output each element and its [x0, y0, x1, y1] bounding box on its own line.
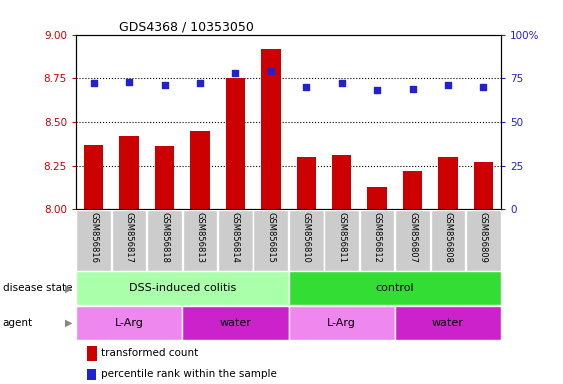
Bar — [226, 78, 245, 209]
Text: water: water — [220, 318, 251, 328]
Text: GSM856812: GSM856812 — [373, 212, 382, 263]
Bar — [76, 306, 182, 340]
Text: ▶: ▶ — [65, 318, 72, 328]
Bar — [147, 210, 182, 271]
Bar — [297, 157, 316, 209]
Text: ▶: ▶ — [65, 283, 72, 293]
Text: GSM856813: GSM856813 — [195, 212, 204, 263]
Text: water: water — [432, 318, 464, 328]
Bar — [155, 146, 175, 209]
Point — [408, 86, 417, 92]
Text: control: control — [376, 283, 414, 293]
Text: transformed count: transformed count — [101, 348, 199, 358]
Bar — [403, 171, 422, 209]
Bar — [253, 210, 288, 271]
Text: GSM856818: GSM856818 — [160, 212, 169, 263]
Point — [231, 70, 240, 76]
Point — [266, 68, 275, 74]
Text: GSM856811: GSM856811 — [337, 212, 346, 263]
Bar — [431, 210, 465, 271]
Bar — [182, 306, 289, 340]
Bar — [76, 271, 289, 305]
Text: GSM856809: GSM856809 — [479, 212, 488, 263]
Text: GSM856817: GSM856817 — [124, 212, 133, 263]
Bar — [332, 155, 351, 209]
Point — [124, 79, 133, 85]
Bar — [438, 157, 458, 209]
Bar — [112, 210, 146, 271]
Text: GSM856816: GSM856816 — [89, 212, 98, 263]
Bar — [261, 48, 280, 209]
Point — [479, 84, 488, 90]
Text: L-Arg: L-Arg — [327, 318, 356, 328]
Bar — [84, 145, 104, 209]
Point — [160, 82, 169, 88]
Bar — [182, 210, 217, 271]
Text: GDS4368 / 10353050: GDS4368 / 10353050 — [119, 20, 253, 33]
Text: disease state: disease state — [3, 283, 72, 293]
Point — [302, 84, 311, 90]
Point — [373, 88, 382, 94]
Bar — [473, 162, 493, 209]
Point — [337, 80, 346, 86]
Bar — [395, 210, 430, 271]
Text: GSM856810: GSM856810 — [302, 212, 311, 263]
Bar — [289, 306, 395, 340]
Bar — [190, 131, 210, 209]
Text: GSM856815: GSM856815 — [266, 212, 275, 263]
Bar — [360, 210, 395, 271]
Bar — [466, 210, 501, 271]
Text: GSM856808: GSM856808 — [444, 212, 453, 263]
Point — [444, 82, 453, 88]
Text: DSS-induced colitis: DSS-induced colitis — [129, 283, 236, 293]
Bar — [289, 210, 324, 271]
Bar — [119, 136, 139, 209]
Point — [195, 80, 204, 86]
Bar — [218, 210, 253, 271]
Bar — [324, 210, 359, 271]
Text: GSM856814: GSM856814 — [231, 212, 240, 263]
Bar — [367, 187, 387, 209]
Text: GSM856807: GSM856807 — [408, 212, 417, 263]
Bar — [77, 210, 111, 271]
Text: agent: agent — [3, 318, 33, 328]
Point — [89, 80, 98, 86]
Bar — [289, 271, 501, 305]
Text: L-Arg: L-Arg — [115, 318, 144, 328]
Bar — [395, 306, 501, 340]
Text: percentile rank within the sample: percentile rank within the sample — [101, 369, 277, 379]
